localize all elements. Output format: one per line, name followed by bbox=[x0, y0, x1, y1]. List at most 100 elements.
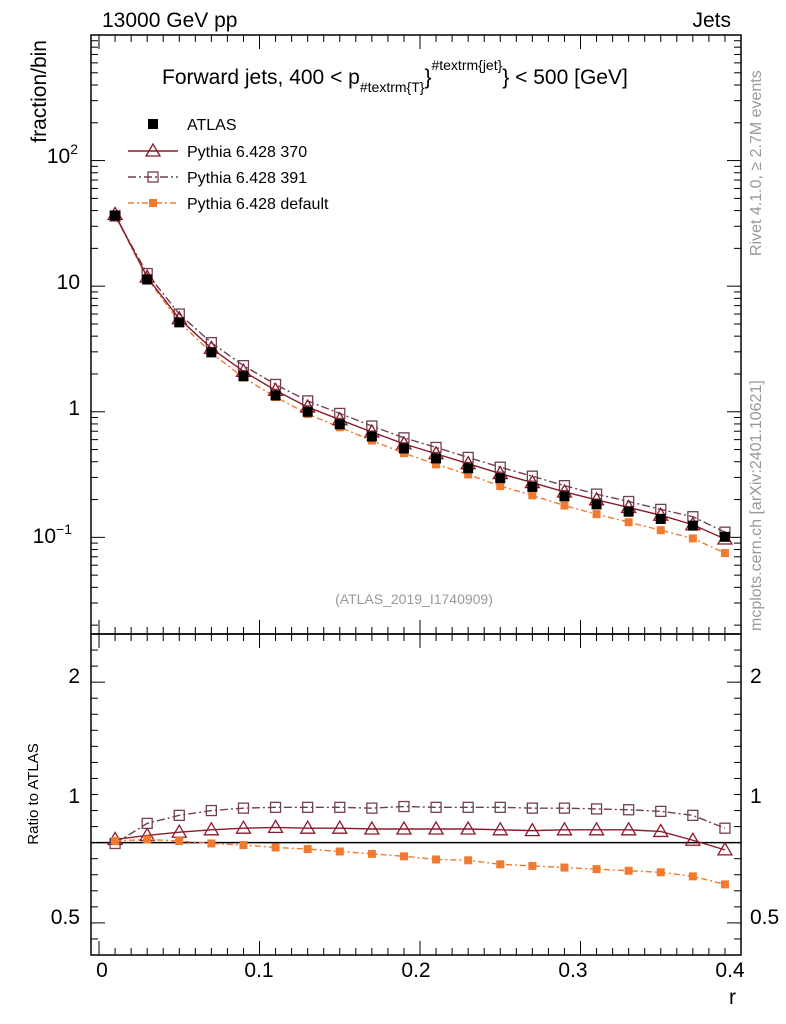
ratio-point-p391-1 bbox=[141, 817, 153, 830]
main-point-pdef-13 bbox=[528, 491, 537, 500]
main-point-atlas-4 bbox=[238, 371, 249, 382]
ratio-point-p391-14 bbox=[558, 802, 571, 814]
ratio-point-pdef-18 bbox=[688, 872, 697, 881]
ratio-point-p370-6 bbox=[299, 819, 316, 834]
ratio-ytick-1-right: 1 bbox=[750, 785, 762, 808]
ratio-point-p370-17 bbox=[652, 823, 669, 838]
ratio-line-p370 bbox=[114, 826, 726, 851]
main-point-atlas-14 bbox=[559, 491, 570, 502]
ratio-ytick-2-right: 2 bbox=[750, 665, 762, 688]
main-point-atlas-0 bbox=[110, 210, 121, 221]
main-point-atlas-7 bbox=[334, 419, 345, 430]
ratio-point-p391-11 bbox=[462, 801, 474, 813]
legend-label-pdef: Pythia 6.428 default bbox=[187, 196, 329, 213]
ratio-point-p370-3 bbox=[203, 821, 220, 836]
ratio-point-p391-4 bbox=[237, 802, 250, 814]
ratio-point-pdef-19 bbox=[720, 880, 729, 889]
main-point-pdef-16 bbox=[624, 518, 633, 527]
main-point-atlas-10 bbox=[431, 453, 442, 464]
ytick-label-10: 10 bbox=[57, 271, 80, 294]
ratio-point-p370-8 bbox=[363, 820, 380, 835]
main-point-atlas-1 bbox=[142, 274, 153, 285]
ratio-point-pdef-4 bbox=[239, 841, 248, 850]
main-point-p391-12 bbox=[494, 461, 506, 473]
legend-marker-atlas bbox=[148, 119, 158, 129]
xtick-label-0: 0 bbox=[96, 959, 108, 982]
ratio-point-p370-9 bbox=[395, 820, 413, 835]
legend-marker-p391 bbox=[147, 171, 159, 183]
ratio-point-pdef-5 bbox=[271, 843, 280, 852]
ytick-label-0.1: 10−1 bbox=[33, 521, 73, 548]
main-point-pdef-11 bbox=[464, 470, 473, 479]
ratio-point-p370-7 bbox=[331, 819, 348, 834]
main-point-p391-7 bbox=[334, 407, 346, 420]
main-point-atlas-11 bbox=[463, 463, 474, 474]
ratio-point-p370-14 bbox=[556, 821, 573, 836]
main-point-atlas-16 bbox=[623, 506, 634, 517]
x-axis-label: r bbox=[729, 986, 736, 1009]
ratio-point-pdef-10 bbox=[432, 855, 441, 864]
main-point-atlas-19 bbox=[719, 531, 730, 542]
header-left: 13000 GeV pp bbox=[102, 9, 237, 32]
ratio-point-p391-19 bbox=[719, 822, 731, 834]
ratio-point-p370-13 bbox=[524, 822, 541, 837]
ratio-point-pdef-17 bbox=[656, 868, 665, 877]
main-y-label: fraction/bin bbox=[28, 40, 51, 143]
ytick-0.1-exp: −1 bbox=[56, 521, 72, 537]
main-point-p391-16 bbox=[623, 495, 635, 508]
title-pre: Forward jets, 400 < p bbox=[162, 66, 360, 89]
main-point-pdef-12 bbox=[496, 482, 505, 491]
ratio-point-p370-11 bbox=[460, 820, 477, 835]
plot-layer bbox=[90, 34, 742, 956]
ratio-point-pdef-7 bbox=[335, 847, 344, 856]
main-point-atlas-2 bbox=[174, 317, 185, 328]
legend-label-atlas: ATLAS bbox=[187, 117, 237, 134]
main-point-atlas-5 bbox=[270, 390, 281, 401]
rivet-label: Rivet 4.1.0, ≥ 2.7M events bbox=[748, 70, 765, 256]
ratio-point-pdef-16 bbox=[624, 866, 633, 875]
ratio-point-p370-15 bbox=[588, 821, 605, 836]
ratio-point-pdef-12 bbox=[496, 860, 505, 869]
main-point-pdef-10 bbox=[432, 460, 441, 469]
main-point-atlas-12 bbox=[495, 473, 506, 484]
ratio-point-pdef-0 bbox=[111, 837, 120, 846]
main-point-atlas-9 bbox=[398, 443, 409, 454]
ratio-point-pdef-3 bbox=[207, 839, 216, 848]
main-point-pdef-17 bbox=[656, 526, 665, 535]
main-point-p391-8 bbox=[366, 420, 378, 432]
main-point-p391-5 bbox=[269, 378, 282, 391]
ratio-point-p391-6 bbox=[302, 801, 314, 813]
ratio-line-pdef bbox=[115, 838, 726, 886]
ratio-ytick-0.5-right: 0.5 bbox=[750, 906, 779, 929]
main-point-p391-9 bbox=[398, 432, 410, 444]
ratio-point-p370-10 bbox=[427, 820, 445, 835]
ratio-point-p391-12 bbox=[494, 801, 506, 813]
ratio-ytick-1: 1 bbox=[68, 785, 80, 808]
ratio-point-p391-9 bbox=[398, 800, 410, 813]
title-brace2: } bbox=[502, 66, 509, 89]
ratio-point-pdef-2 bbox=[175, 837, 184, 846]
ratio-point-p391-10 bbox=[430, 801, 442, 813]
main-point-atlas-6 bbox=[302, 406, 313, 417]
legend-marker-p370 bbox=[144, 142, 162, 157]
main-point-p391-11 bbox=[462, 451, 474, 464]
xtick-label-0.2: 0.2 bbox=[401, 959, 430, 982]
ratio-point-p370-19 bbox=[716, 841, 734, 856]
legend-label-p391: Pythia 6.428 391 bbox=[187, 170, 307, 187]
ratio-point-p391-8 bbox=[366, 802, 378, 814]
main-point-p391-10 bbox=[430, 441, 442, 454]
ratio-ytick-0.5: 0.5 bbox=[51, 906, 80, 929]
main-point-atlas-17 bbox=[655, 514, 666, 525]
main-line-p391 bbox=[114, 215, 726, 533]
ratio-ytick-2: 2 bbox=[68, 665, 80, 688]
ratio-point-p370-4 bbox=[235, 819, 252, 834]
main-point-pdef-19 bbox=[720, 549, 729, 558]
title-brace: } bbox=[424, 66, 431, 89]
legend-label-p370: Pythia 6.428 370 bbox=[187, 144, 307, 161]
ratio-point-pdef-11 bbox=[464, 856, 473, 865]
ratio-point-p370-18 bbox=[684, 831, 701, 846]
main-point-p391-6 bbox=[302, 395, 314, 407]
title-sub: #textrm{T} bbox=[360, 79, 425, 95]
ratio-point-p370-12 bbox=[492, 821, 509, 836]
